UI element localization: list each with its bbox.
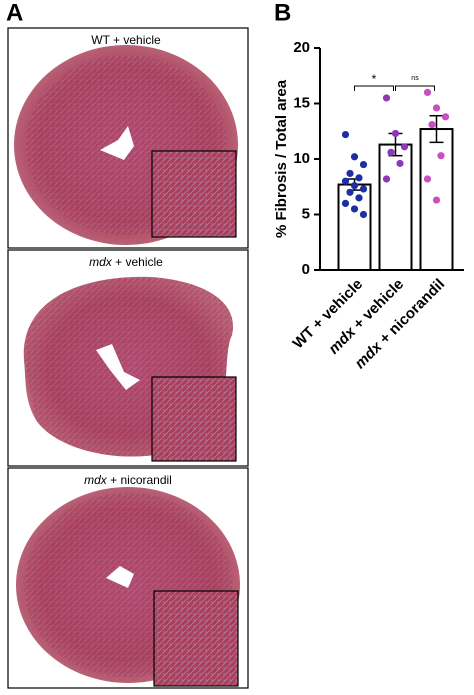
data-point (391, 129, 400, 138)
data-point (432, 196, 441, 204)
y-tick-label: 15 (293, 94, 310, 111)
y-tick-label: 5 (302, 205, 310, 222)
data-point (350, 153, 359, 161)
data-point (396, 159, 404, 168)
x-tick-text: WT + vehicle (290, 276, 367, 353)
significance-bracket (395, 85, 435, 91)
data-point (355, 194, 363, 202)
data-point (437, 152, 445, 160)
data-point (382, 94, 391, 102)
data-point (423, 88, 432, 96)
data-point (441, 113, 450, 121)
data-point (382, 175, 391, 183)
bar (337, 183, 372, 271)
panel-label: A (6, 0, 23, 26)
data-point (359, 185, 368, 193)
caption-text: + vehicle (112, 255, 163, 269)
image-caption: WT + vehicle (91, 33, 161, 47)
data-point (400, 143, 409, 151)
significance-label: ns (411, 75, 419, 82)
significance-bracket (354, 85, 394, 91)
data-point (346, 188, 354, 196)
data-point (341, 199, 350, 207)
caption-text: + nicorandil (107, 473, 172, 487)
panel-label: B (274, 0, 291, 26)
data-point (359, 210, 368, 219)
data-point (346, 169, 354, 178)
data-point (428, 120, 436, 129)
data-point (355, 174, 363, 182)
y-tick-label: 10 (293, 150, 310, 167)
y-tick-label: 0 (302, 261, 310, 278)
y-tick-label: 20 (293, 39, 310, 56)
chart: 0 5 10 15 20 % Fibrosis / Total area WT + vehi… (273, 39, 464, 372)
data-point (387, 148, 395, 156)
significance-label: * (372, 72, 377, 86)
y-axis-label: % Fibrosis / Total area (273, 79, 290, 238)
data-point (341, 177, 350, 185)
data-point (432, 104, 441, 112)
caption-italic: mdx (84, 473, 108, 487)
data-point (350, 205, 359, 213)
bar (378, 143, 413, 272)
data-point (423, 175, 432, 183)
histology-panel: WT + vehicle (7, 27, 249, 249)
histology-panel: mdx + nicorandil (7, 467, 249, 689)
image-caption: mdx + nicorandil (84, 473, 172, 487)
image-caption: mdx + vehicle (89, 255, 163, 269)
data-point (359, 160, 368, 169)
data-point (341, 130, 350, 139)
x-tick-label: WT + vehicle (290, 276, 367, 353)
data-point (350, 182, 359, 190)
histology-panel: mdx + vehicle (7, 249, 249, 467)
caption-italic: mdx (89, 255, 113, 269)
